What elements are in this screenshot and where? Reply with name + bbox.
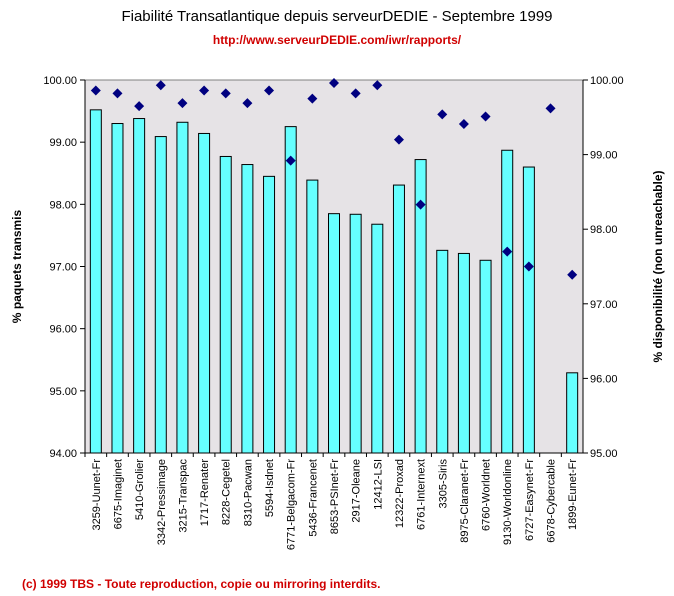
diamond-marker xyxy=(285,155,296,166)
bar xyxy=(479,259,492,454)
bar xyxy=(284,126,297,454)
diamond-marker xyxy=(199,85,210,96)
right-tick-label: 97.00 xyxy=(590,299,618,311)
x-tick-label: 5410-Grolier xyxy=(134,459,146,520)
diamond-marker xyxy=(134,101,145,112)
bar xyxy=(198,132,211,454)
x-tick-label: 3215-Transpac xyxy=(177,459,189,533)
bar xyxy=(154,136,167,454)
diamond-marker xyxy=(242,98,253,109)
bar xyxy=(263,175,276,454)
x-tick-label: 5436-Francenet xyxy=(307,459,319,537)
diamond-marker xyxy=(372,80,383,91)
right-tick-label: 96.00 xyxy=(590,373,618,385)
diamond-marker xyxy=(502,246,513,257)
bar xyxy=(133,118,146,454)
left-tick-label: 99.00 xyxy=(49,137,77,149)
x-tick-label: 6760-Worldnet xyxy=(481,459,493,531)
x-tick-label: 5594-Isdnet xyxy=(264,459,276,517)
report-url-link[interactable]: http://www.serveurDEDIE.com/iwr/rapports… xyxy=(212,33,462,47)
left-tick-label: 96.00 xyxy=(49,324,77,336)
left-tick-label: 95.00 xyxy=(49,386,77,398)
diamond-marker xyxy=(112,88,123,99)
copyright-footer: (c) 1999 TBS - Toute reproduction, copie… xyxy=(22,577,381,591)
diamond-marker xyxy=(545,103,556,114)
diamond-marker xyxy=(90,85,101,96)
diamond-marker xyxy=(329,77,339,88)
left-tick-label: 100.00 xyxy=(43,75,77,87)
x-tick-label: 8653-PSInet-Fr xyxy=(329,459,341,535)
bar xyxy=(306,179,319,454)
x-tick-label: 6761-Internext xyxy=(416,459,428,530)
bar xyxy=(111,123,124,454)
diamond-marker xyxy=(307,93,318,104)
x-tick-label: 6771-Belgacom-Fr xyxy=(286,459,298,550)
diamond-marker xyxy=(523,261,534,272)
x-tick-label: 3259-Uunet-Fr xyxy=(91,459,103,531)
bar xyxy=(89,109,102,454)
x-tick-label: 1717-Renater xyxy=(199,459,211,527)
bar xyxy=(392,184,405,454)
diamond-marker xyxy=(567,269,578,280)
bar xyxy=(176,121,189,454)
diamond-marker xyxy=(220,88,231,99)
left-tick-label: 94.00 xyxy=(49,448,77,460)
diamond-marker xyxy=(264,85,275,96)
bar xyxy=(522,166,535,454)
diamond-marker xyxy=(415,199,426,210)
diamond-marker xyxy=(393,134,404,145)
x-tick-label: 2917-Oleane xyxy=(351,459,363,523)
right-tick-label: 99.00 xyxy=(590,150,618,162)
bar xyxy=(501,149,514,454)
x-tick-label: 3342-Pressimage xyxy=(156,459,168,545)
x-tick-label: 12322-Proxad xyxy=(394,459,406,528)
x-tick-label: 6727-Easynet-Fr xyxy=(524,459,536,541)
right-axis-title: % disponibilité (non unreachable) xyxy=(651,170,665,362)
right-tick-label: 95.00 xyxy=(590,448,618,460)
x-tick-label: 12412-LSI xyxy=(372,459,384,510)
bar xyxy=(566,372,579,454)
diamond-marker xyxy=(458,119,469,130)
x-tick-label: 3305-Siris xyxy=(437,459,449,509)
bar xyxy=(349,213,362,454)
bar xyxy=(371,223,384,454)
chart-title: Fiabilité Transatlantique depuis serveur… xyxy=(121,8,553,25)
diamond-marker xyxy=(437,109,448,120)
x-tick-label: 9130-Worldonline xyxy=(502,459,514,545)
diamond-marker xyxy=(350,88,361,99)
diamond-marker xyxy=(155,80,166,91)
bar xyxy=(436,249,449,454)
diamond-marker xyxy=(480,111,491,122)
left-axis-title: % paquets transmis xyxy=(10,209,24,323)
x-tick-label: 1899-Eunet-Fr xyxy=(567,459,579,530)
x-tick-label: 8310-Pacwan xyxy=(242,459,254,526)
right-tick-label: 100.00 xyxy=(590,75,624,87)
x-tick-label: 6675-Imaginet xyxy=(112,459,124,529)
right-tick-label: 98.00 xyxy=(590,224,618,236)
x-tick-label: 8975-Claranet-Fr xyxy=(459,459,471,543)
bar xyxy=(414,159,427,454)
x-tick-label: 8228-Cegetel xyxy=(221,459,233,525)
bar xyxy=(457,252,470,454)
bar xyxy=(328,213,340,454)
left-tick-label: 98.00 xyxy=(49,199,77,211)
left-tick-label: 97.00 xyxy=(49,262,77,274)
bar xyxy=(219,155,232,454)
diamond-marker xyxy=(177,98,188,109)
bar xyxy=(241,164,254,454)
x-tick-label: 6678-Cybercable xyxy=(546,459,558,543)
